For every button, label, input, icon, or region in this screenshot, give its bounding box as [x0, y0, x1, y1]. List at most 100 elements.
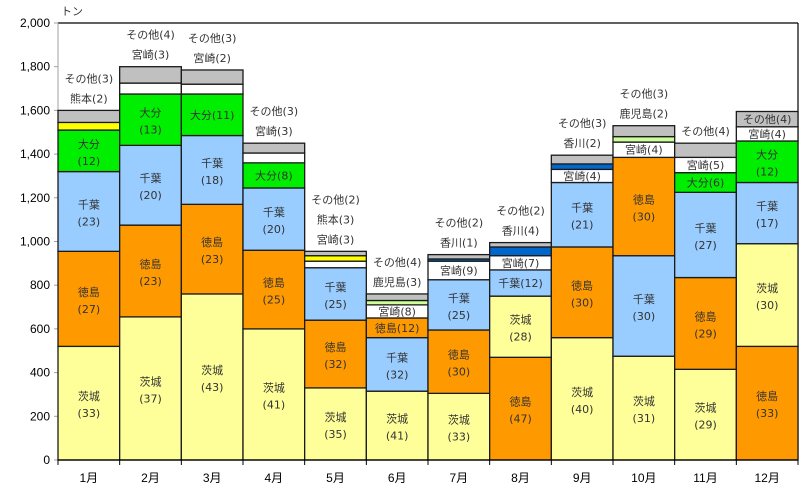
- y-tick-label: 1,600: [20, 103, 50, 117]
- bar-annotation: その他(3): [250, 105, 299, 118]
- segment-share-label: (31): [633, 412, 656, 425]
- segment-share-label: (30): [633, 211, 656, 224]
- bar-annotation: その他(4): [126, 29, 175, 42]
- bar-segment: [612, 156, 676, 257]
- bar-segment: [180, 134, 244, 206]
- bar-segment: [674, 191, 737, 279]
- segment-label: 大分(6): [687, 176, 725, 190]
- segment-label: 千葉: [386, 350, 408, 364]
- bar-stack-11: 茨城 (29) 徳島 (29) 千葉 (27) 大分(6) 宮崎(5): [674, 142, 737, 461]
- segment-label: 千葉: [633, 292, 655, 306]
- bar-segment: [365, 293, 429, 302]
- segment-share-label: (47): [509, 413, 532, 426]
- bar-annotation: 熊本(2): [70, 91, 108, 105]
- bar-segment: [489, 295, 552, 358]
- segment-label: 茨城: [263, 380, 285, 394]
- bar-segment: [304, 250, 367, 257]
- bars: 茨城 (33) 徳島 (27) 千葉 (23) 大分 (12) 茨城 (37) 徳島 (23) 千葉 (2…: [57, 66, 799, 461]
- bar-segment: [304, 267, 367, 321]
- segment-label: 茨城: [448, 413, 470, 427]
- segment-share-label: (30): [571, 296, 594, 309]
- bar-annotation: その他(2): [496, 205, 545, 218]
- bar-segment: [489, 356, 552, 461]
- segment-label: 茨城: [756, 281, 778, 295]
- bar-segment: [242, 142, 306, 154]
- segment-share-label: (28): [509, 331, 532, 344]
- segment-label: 大分(8): [255, 168, 293, 182]
- annotations: その他(3) 熊本(2) その他(4) 宮崎(3) その他(3) 宮崎(2) その他(3) 宮…: [65, 29, 730, 289]
- bar-segment: [57, 170, 121, 252]
- x-axis: 1月 2月 3月 4月 5月 6月 7月 8月 9月 10月 11月 12月: [57, 459, 799, 485]
- bar-annotation: その他(4): [681, 125, 730, 138]
- bar-annotation: その他(4): [373, 256, 422, 269]
- segment-share-label: (29): [694, 327, 717, 340]
- segment-share-label: (40): [571, 403, 594, 416]
- segment-label: 千葉: [140, 171, 162, 185]
- segment-label: 大分: [140, 106, 162, 120]
- segment-share-label: (17): [756, 217, 779, 230]
- segment-share-label: (33): [448, 431, 471, 444]
- bar-annotation: その他(2): [311, 193, 360, 206]
- bar-annotation: 宮崎(3): [255, 124, 293, 138]
- bar-segment: [119, 82, 182, 95]
- segment-label: 宮崎(7): [502, 256, 540, 270]
- segment-share-label: (25): [448, 309, 471, 322]
- segment-label: 徳島: [263, 276, 285, 290]
- segment-label: 徳島: [756, 389, 778, 403]
- bar-annotation: 鹿児島(2): [620, 107, 669, 121]
- bar-segment: [427, 253, 491, 260]
- bar-segment: [674, 368, 737, 461]
- bar-stack-7: 茨城 (33) 徳島 (30) 千葉 (25) 宮崎(9): [427, 253, 491, 461]
- segment-share-label: (27): [694, 239, 717, 252]
- segment-label: 茨城: [633, 394, 655, 408]
- y-tick-label: 0: [43, 453, 50, 467]
- bar-segment: [612, 125, 676, 138]
- bar-annotation: 宮崎(3): [317, 232, 355, 246]
- segment-share-label: (29): [694, 419, 717, 432]
- bar-segment: [550, 246, 614, 339]
- segment-share-label: (23): [201, 253, 224, 266]
- segment-share-label: (21): [571, 219, 594, 232]
- bar-segment: [119, 66, 182, 84]
- bar-segment: [57, 250, 121, 348]
- segment-label: その他(4): [743, 113, 792, 126]
- x-tick-label: 8月: [511, 471, 530, 485]
- bar-stack-9: 茨城 (40) 徳島 (30) 千葉 (21) 宮崎(4): [550, 154, 614, 461]
- bar-segment: [365, 299, 429, 306]
- segment-label: 宮崎(4): [563, 169, 601, 183]
- segment-share-label: (25): [324, 298, 347, 311]
- segment-share-label: (32): [386, 368, 409, 381]
- segment-label: 大分: [756, 148, 778, 162]
- y-tick-label: 2,000: [20, 16, 50, 30]
- segment-label: 茨城: [695, 401, 717, 415]
- bar-segment: [119, 316, 182, 461]
- bar-segment: [57, 121, 121, 131]
- bar-segment: [180, 83, 244, 95]
- bar-segment: [427, 329, 491, 395]
- segment-label: 徳島: [448, 348, 470, 362]
- bar-stack-8: 徳島 (47) 茨城 (28) 千葉(12) 宮崎(7): [489, 241, 552, 461]
- bar-annotation: その他(2): [435, 217, 484, 230]
- bar-segment: [735, 345, 799, 461]
- y-tick-label: 1,400: [20, 147, 50, 161]
- segment-share-label: (30): [756, 299, 779, 312]
- bar-segment: [180, 93, 244, 137]
- bar-stack-6: 茨城 (41) 千葉 (32) 徳島(12) 宮崎(8): [365, 293, 429, 461]
- segment-label: 千葉: [571, 201, 593, 215]
- bar-annotation: 香川(4): [502, 225, 540, 238]
- bar-segment: [180, 203, 244, 295]
- bar-stack-12: 徳島 (33) 茨城 (30) 千葉 (17) 大分 (12) 宮崎(4)その他(4): [735, 110, 799, 461]
- bar-segment: [735, 140, 799, 184]
- segment-share-label: (43): [201, 381, 224, 394]
- segment-share-label: (23): [78, 215, 101, 228]
- segment-label: 茨城: [325, 410, 347, 424]
- segment-share-label: (12): [756, 166, 779, 179]
- bar-segment: [550, 181, 614, 248]
- segment-label: 徳島: [510, 395, 532, 409]
- segment-label: 徳島: [140, 257, 162, 271]
- segment-share-label: (25): [263, 294, 286, 307]
- segment-share-label: (32): [324, 358, 347, 371]
- segment-share-label: (20): [139, 189, 162, 202]
- segment-label: 徳島: [633, 193, 655, 207]
- y-tick-label: 200: [30, 409, 50, 423]
